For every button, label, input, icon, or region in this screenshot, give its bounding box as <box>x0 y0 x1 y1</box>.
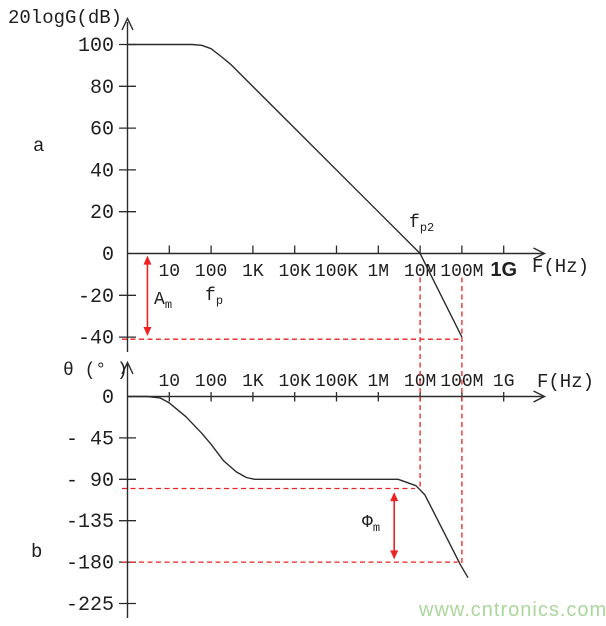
x-tick-label: 10K <box>278 262 311 282</box>
y-tick-label: - 90 <box>66 470 114 493</box>
y-tick-label: -20 <box>78 286 114 309</box>
x-tick-label: 100K <box>315 372 358 392</box>
x-tick-label: 10K <box>278 372 311 392</box>
x-tick-label: 1M <box>367 372 389 392</box>
y-tick-label: 0 <box>102 387 114 410</box>
y-tick-label: -40 <box>78 328 114 351</box>
magnitude-y-axis-arrow <box>121 16 134 31</box>
y-tick-label: 40 <box>90 160 114 183</box>
phase-margin-arrowhead-bottom <box>390 550 399 560</box>
magnitude-xaxis-label: F(Hz) <box>532 256 590 278</box>
phase-x-axis-arrow <box>533 390 547 403</box>
y-tick-label: 80 <box>90 77 114 100</box>
gain-margin-label: Am <box>154 290 173 312</box>
y-tick-label: 60 <box>90 119 114 142</box>
panel-label-b: b <box>31 541 43 563</box>
x-tick-label: 100M <box>440 262 483 282</box>
y-tick-label: -180 <box>66 553 114 576</box>
gain-margin-arrowhead-bottom <box>143 327 152 337</box>
phase-margin-arrowhead-top <box>390 492 399 502</box>
fp2-label: fp2 <box>409 213 435 235</box>
magnitude-x-axis-arrow <box>533 247 547 260</box>
y-tick-label: -135 <box>66 511 114 534</box>
x-tick-label: 1K <box>242 262 264 282</box>
y-tick-label: 100 <box>78 35 114 58</box>
phase_deg-curve <box>127 395 469 579</box>
y-tick-label: 20 <box>90 202 114 225</box>
y-tick-label: -225 <box>66 594 114 617</box>
y-tick-label: 0 <box>102 244 114 267</box>
x-tick-label: 100 <box>195 262 227 282</box>
gain_dB-curve <box>127 43 463 338</box>
x-tick-label: 10M <box>404 262 436 282</box>
y-tick-label: - 45 <box>66 428 114 451</box>
phase-y-axis-arrow <box>121 360 134 375</box>
fp-label: fp <box>205 286 224 308</box>
x-tick-label: 1K <box>242 372 264 392</box>
x-tick-label: 10 <box>158 372 180 392</box>
phase-axis-title: θ (° ) <box>63 361 128 381</box>
x-tick-label: 100K <box>315 262 358 282</box>
x-tick-label: 100 <box>195 372 227 392</box>
phase-margin-label: Φm <box>362 513 381 535</box>
gain-margin-arrowhead-top <box>143 255 152 265</box>
x-tick-label: 1M <box>367 262 389 282</box>
x-tick-label: 1G <box>490 259 517 281</box>
x-tick-label: 10 <box>158 262 180 282</box>
watermark: www.cntronics.com <box>419 599 606 621</box>
x-tick-label: 1G <box>493 372 515 392</box>
phase-xaxis-label: F(Hz) <box>537 371 595 393</box>
magnitude-axis-title: 20logG(dB) <box>8 7 123 29</box>
panel-label-a: a <box>33 135 45 157</box>
